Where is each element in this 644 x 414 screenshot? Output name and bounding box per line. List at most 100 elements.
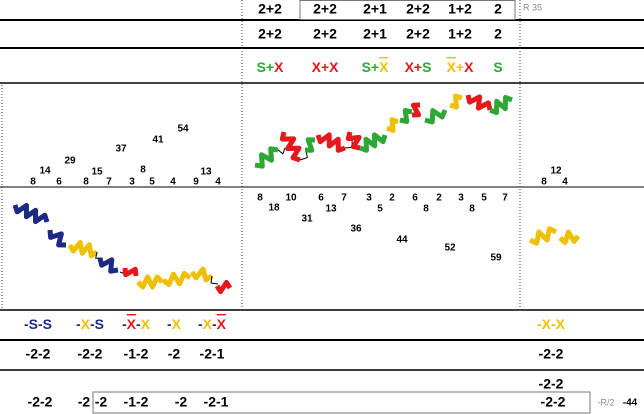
squiggle <box>67 240 99 259</box>
number-label: 4 <box>170 177 176 188</box>
footer-cell: -2-2 <box>26 346 51 362</box>
number-label: 12 <box>550 166 562 177</box>
number-label: 3 <box>458 193 464 204</box>
squiggle <box>277 147 286 155</box>
header-cell: X+X <box>447 59 475 75</box>
squiggle <box>189 266 214 283</box>
number-label: 6 <box>412 193 418 204</box>
number-label: 5 <box>377 204 383 215</box>
footer-cell: -2 <box>168 346 181 362</box>
header-cell: X+X <box>312 59 340 75</box>
number-label: 5 <box>149 177 155 188</box>
squiggle <box>449 93 463 110</box>
number-label: 13 <box>325 204 337 215</box>
number-label: 37 <box>115 144 127 155</box>
footer-cell: -S-S <box>24 316 52 332</box>
number-label: 59 <box>490 253 502 264</box>
squiggle <box>465 94 493 111</box>
squiggle <box>528 226 558 246</box>
footer-cell: -2-2 <box>541 394 566 410</box>
header-cell: X+S <box>405 59 432 75</box>
squiggle <box>489 94 513 116</box>
number-label: 2 <box>436 193 442 204</box>
text-part: - <box>167 316 172 332</box>
text-part: X <box>81 316 91 332</box>
header-cell: 2 <box>494 1 502 17</box>
squiggle <box>214 279 233 295</box>
highlight-box <box>92 391 591 414</box>
text-part: -S-S <box>24 316 52 332</box>
text-part: - <box>76 316 81 332</box>
footer-cell: -2-1 <box>204 394 229 410</box>
number-label: 8 <box>257 193 263 204</box>
number-label: 7 <box>341 193 347 204</box>
note: R 35 <box>523 2 542 12</box>
squiggle <box>410 102 422 118</box>
text-part: X <box>203 316 213 332</box>
squiggle <box>359 132 388 153</box>
text-part: X <box>127 316 137 332</box>
squiggle <box>304 137 316 153</box>
footer-cell: -1-2 <box>124 346 149 362</box>
text-part: S <box>422 59 431 75</box>
footer-cell: -X-X <box>537 316 566 332</box>
text-part: X <box>274 59 284 75</box>
number-label: 6 <box>318 193 324 204</box>
squiggle <box>136 274 164 290</box>
text-part: - <box>198 316 203 332</box>
header-cell: 2+2 <box>406 1 430 17</box>
footer-cell: -44 <box>623 398 638 409</box>
squiggle <box>161 270 192 288</box>
number-label: 9 <box>193 177 199 188</box>
highlight-box <box>299 0 516 20</box>
squiggle <box>424 108 448 125</box>
squiggle <box>386 117 399 133</box>
text-part: + <box>456 59 464 75</box>
header-cell: 2+2 <box>258 26 282 42</box>
number-label: 8 <box>30 177 36 188</box>
header-cell: S+X <box>362 59 390 75</box>
squiggle <box>279 131 302 163</box>
footer-cell: -X-X <box>122 316 151 332</box>
footer-cell: -X-X <box>198 316 227 332</box>
number-label: 18 <box>268 203 280 214</box>
footer-cell: -2-1 <box>200 346 225 362</box>
number-label: 8 <box>83 177 89 188</box>
number-label: 8 <box>423 204 429 215</box>
footer-cell: -2-2 <box>539 376 564 392</box>
text-part: S <box>493 59 502 75</box>
number-label: 3 <box>129 177 135 188</box>
number-label: 54 <box>177 124 189 135</box>
text-part: X <box>447 59 457 75</box>
footer-cell: -X <box>167 316 182 332</box>
number-label: 29 <box>64 156 76 167</box>
text-part: X <box>379 59 389 75</box>
number-label: 8 <box>140 165 146 176</box>
number-label: 7 <box>106 177 112 188</box>
number-label: 13 <box>200 167 212 178</box>
number-label: 7 <box>502 193 508 204</box>
number-label: 36 <box>350 224 362 235</box>
header-cell: 1+2 <box>448 26 472 42</box>
footer-cell: -2-2 <box>78 346 103 362</box>
squiggle <box>254 146 279 169</box>
number-label: 14 <box>39 166 51 177</box>
header-cell: 1+2 <box>448 1 472 17</box>
header-cell: 2 <box>494 26 502 42</box>
header-cell: 2+1 <box>363 26 387 42</box>
number-label: 4 <box>215 177 221 188</box>
note: -R/2 <box>597 397 614 407</box>
number-label: 41 <box>152 135 164 146</box>
squiggle <box>47 229 67 248</box>
squiggle <box>12 202 50 225</box>
squiggle <box>95 251 103 259</box>
header-cell: S+X <box>257 59 285 75</box>
number-label: 44 <box>396 235 408 246</box>
squiggle <box>315 132 346 153</box>
squiggle <box>97 257 119 274</box>
footer-cell: -X-S <box>76 316 104 332</box>
header-cell: 2+2 <box>313 1 337 17</box>
text-part: -X-X <box>537 316 566 332</box>
